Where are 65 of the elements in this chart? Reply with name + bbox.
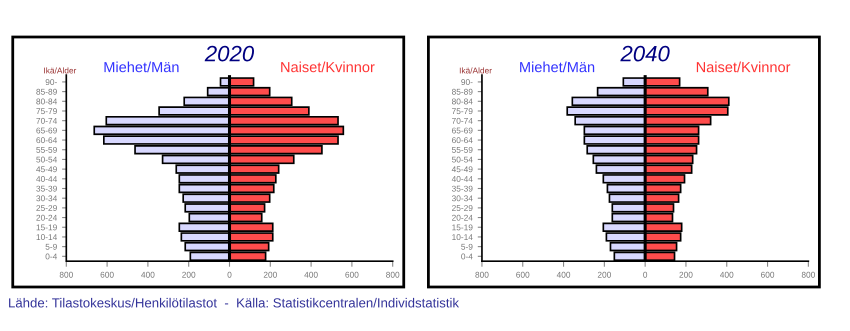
x-tick-label: 600 [516, 272, 530, 278]
y-tick-label: 70-74 [36, 118, 58, 124]
x-tick-label: 200 [598, 272, 611, 278]
x-tick-label: 800 [802, 272, 815, 278]
y-tick-label: 55-59 [36, 146, 57, 153]
y-tick-label: 60-64 [452, 137, 473, 144]
y-tick-label: 50-54 [452, 156, 473, 163]
y-tick-label: 90- [461, 79, 473, 86]
y-tick-label: 5-9 [46, 244, 57, 250]
y-tick-label: 55-59 [452, 146, 473, 153]
y-tick-label: 30-34 [36, 195, 58, 202]
y-tick-label: 50-54 [36, 156, 58, 163]
x-tick-label: 200 [264, 272, 277, 278]
x-tick-label: 200 [679, 272, 693, 278]
y-tick-label: 65-69 [452, 128, 473, 134]
x-tick-label: 800 [386, 272, 400, 278]
series-label: Miehet/Män [104, 62, 179, 72]
y-tick-label: 20-24 [452, 214, 473, 221]
y-tick-label: 35-39 [452, 186, 473, 192]
chart-title: 2020 [204, 46, 254, 62]
y-tick-label: 65-69 [36, 128, 57, 134]
series-label: Naiset/Kvinnor [696, 62, 790, 72]
y-tick-label: 25-29 [36, 205, 57, 211]
y-tick-label: 5-9 [461, 244, 473, 250]
y-tick-label: 45-49 [452, 166, 473, 172]
x-tick-label: 600 [761, 272, 774, 278]
x-tick-label: 800 [60, 272, 73, 278]
y-tick-label: 25-29 [452, 205, 473, 211]
y-tick-label: 40-44 [36, 176, 58, 182]
y-tick-label: 10-14 [452, 234, 473, 240]
y-tick-label: 80-84 [452, 98, 473, 104]
y-tick-label: 45-49 [36, 166, 57, 172]
y-tick-label: 30-34 [452, 195, 473, 202]
x-tick-label: 400 [304, 272, 318, 278]
y-tick-label: 20-24 [36, 214, 58, 221]
x-tick-label: 0 [228, 272, 232, 278]
x-tick-label: 600 [345, 272, 359, 278]
y-tick-label: 0-4 [46, 254, 58, 260]
y-tick-label: 0-4 [461, 254, 473, 260]
y-tick-label: 80-84 [36, 98, 58, 104]
x-tick-label: 600 [100, 272, 114, 278]
x-tick-label: 200 [182, 272, 196, 278]
y-tick-label: 35-39 [36, 186, 57, 192]
y-tick-label: 75-79 [452, 108, 473, 114]
y-tick-label: 15-19 [452, 224, 473, 230]
chart-title: 2040 [620, 46, 670, 62]
y-tick-label: 10-14 [36, 234, 58, 240]
x-tick-label: 800 [475, 272, 489, 278]
y-tick-label: 40-44 [452, 176, 473, 182]
y-tick-label: 75-79 [36, 108, 57, 114]
y-axis-title: Ikä/Alder [460, 67, 492, 74]
x-tick-label: 0 [643, 272, 648, 278]
series-label: Miehet/Män [520, 62, 594, 72]
y-tick-label: 70-74 [452, 118, 473, 124]
y-tick-label: 85-89 [36, 88, 57, 95]
y-axis-title: Ikä/Alder [44, 67, 76, 74]
y-tick-label: 60-64 [36, 137, 58, 144]
x-tick-label: 400 [720, 272, 734, 278]
series-label: Naiset/Kvinnor [281, 62, 375, 72]
y-tick-label: 90- [46, 79, 57, 86]
text: Lähde: Tilastokeskus/Henkilötilastot - Källa: Statistikcentralen/Individstatistik [9, 298, 460, 308]
y-tick-label: 15-19 [36, 224, 57, 230]
y-tick-label: 85-89 [452, 88, 473, 95]
x-tick-label: 400 [141, 272, 155, 278]
x-tick-label: 400 [556, 272, 570, 278]
